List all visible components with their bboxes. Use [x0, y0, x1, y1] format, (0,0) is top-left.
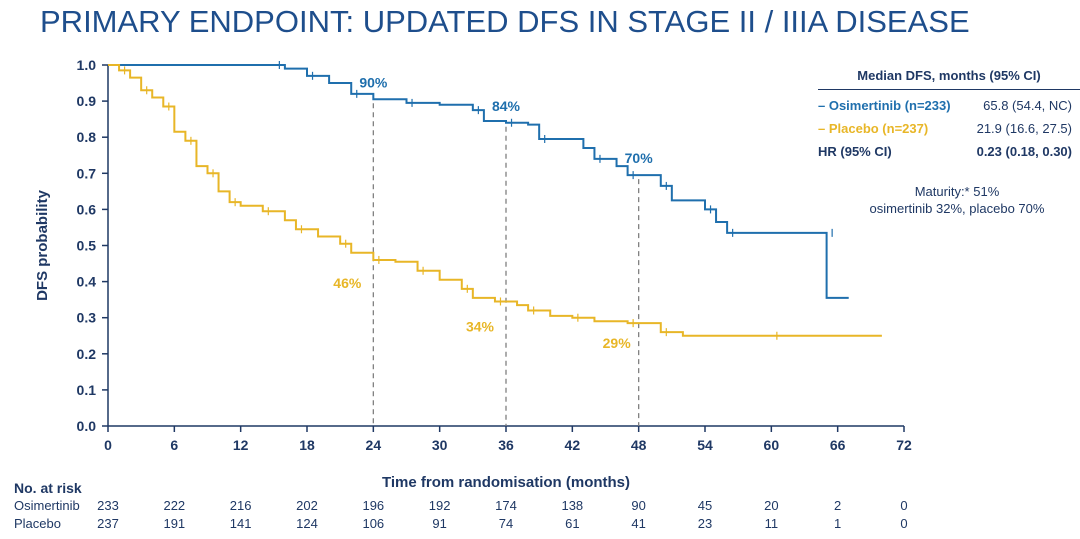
x-tick-label: 42 [565, 437, 581, 453]
y-axis-label: DFS probability [34, 189, 51, 300]
risk-cell: 11 [764, 516, 779, 531]
risk-table-title: No. at risk [14, 480, 82, 496]
annotation-label: 84% [492, 98, 521, 114]
risk-cell: 45 [697, 498, 713, 513]
legend-row-placebo: – Placebo (n=237) 21.9 (16.6, 27.5) [818, 121, 1080, 136]
legend-hr-value: 0.23 (0.18, 0.30) [976, 144, 1072, 159]
risk-cell: 222 [163, 498, 186, 513]
annotation-label: 70% [625, 150, 654, 166]
x-tick-label: 36 [498, 437, 514, 453]
x-tick-label: 72 [896, 437, 912, 453]
risk-cell: 216 [229, 498, 252, 513]
y-tick-label: 0.9 [77, 93, 97, 109]
legend-placebo-value: 21.9 (16.6, 27.5) [976, 121, 1072, 136]
legend-table: Median DFS, months (95% CI) – Osimertini… [818, 68, 1080, 159]
risk-cell: 106 [362, 516, 385, 531]
y-tick-label: 0.4 [77, 274, 97, 290]
risk-cell: 191 [163, 516, 186, 531]
series-osimertinib-curve [108, 64, 849, 299]
y-tick-label: 0.6 [77, 201, 97, 217]
maturity-line-1: Maturity:* 51% [914, 184, 1000, 199]
risk-cell: 0 [900, 516, 908, 531]
risk-cell: 196 [362, 498, 385, 513]
y-tick-label: 0.5 [77, 238, 97, 254]
x-tick-label: 12 [233, 437, 249, 453]
legend-row-osimertinib: – Osimertinib (n=233) 65.8 (54.4, NC) [818, 98, 1080, 113]
chart-title: PRIMARY ENDPOINT: UPDATED DFS IN STAGE I… [40, 4, 970, 39]
x-tick-label: 54 [697, 437, 713, 453]
risk-cell: 2 [834, 498, 842, 513]
y-tick-label: 1.0 [77, 57, 97, 73]
risk-cell: 91 [432, 516, 447, 531]
risk-cell: 202 [296, 498, 318, 513]
risk-row-name: Osimertinib [14, 498, 80, 513]
x-tick-label: 24 [366, 437, 382, 453]
annotation-label: 90% [359, 74, 388, 90]
y-tick-label: 0.8 [77, 129, 97, 145]
x-axis-label: Time from randomisation (months) [382, 474, 630, 491]
annotation-label: 46% [333, 275, 362, 291]
maturity-line-2: osimertinib 32%, placebo 70% [869, 201, 1045, 216]
x-tick-label: 6 [170, 437, 178, 453]
legend-osimertinib-name: – Osimertinib (n=233) [818, 98, 951, 113]
y-tick-label: 0.0 [77, 418, 97, 434]
x-tick-label: 48 [631, 437, 647, 453]
risk-cell: 90 [631, 498, 646, 513]
risk-row-placebo: Placebo 237 191 141 124 106 91 74 61 41 23 11 1 0 [0, 516, 1080, 533]
risk-cell: 23 [697, 516, 713, 531]
x-tick-label: 66 [830, 437, 846, 453]
risk-cell: 237 [97, 516, 119, 531]
y-tick-label: 0.2 [77, 346, 97, 362]
legend-placebo-name: – Placebo (n=237) [818, 121, 929, 136]
risk-cell: 0 [900, 498, 908, 513]
y-tick-label: 0.1 [77, 382, 97, 398]
y-tick-label: 0.7 [77, 165, 97, 181]
x-tick-label: 30 [432, 437, 448, 453]
risk-cell: 1 [834, 516, 842, 531]
legend-row-hr: HR (95% CI) 0.23 (0.18, 0.30) [818, 144, 1080, 159]
x-tick-label: 18 [299, 437, 315, 453]
risk-cell: 192 [428, 498, 451, 513]
risk-cell: 20 [764, 498, 779, 513]
risk-cell: 74 [498, 516, 514, 531]
risk-cell: 138 [561, 498, 584, 513]
risk-cell: 174 [495, 498, 517, 513]
risk-cell: 233 [97, 498, 119, 513]
x-tick-label: 0 [104, 437, 112, 453]
maturity-note: Maturity:* 51% osimertinib 32%, placebo … [852, 183, 1062, 217]
annotation-label: 29% [603, 335, 632, 351]
risk-row-osimertinib: Osimertinib 233 222 216 202 196 192 174 138 90 45 2… [0, 498, 1080, 515]
legend-header: Median DFS, months (95% CI) [818, 68, 1080, 90]
legend-hr-name: HR (95% CI) [818, 144, 892, 159]
annotation-label: 34% [466, 318, 495, 334]
x-tick-label: 60 [764, 437, 780, 453]
risk-row-name: Placebo [14, 516, 61, 531]
y-tick-label: 0.3 [77, 310, 97, 326]
risk-cell: 141 [229, 516, 252, 531]
legend-osimertinib-value: 65.8 (54.4, NC) [983, 98, 1072, 113]
risk-cell: 61 [565, 516, 580, 531]
risk-cell: 124 [296, 516, 318, 531]
risk-cell: 41 [631, 516, 646, 531]
